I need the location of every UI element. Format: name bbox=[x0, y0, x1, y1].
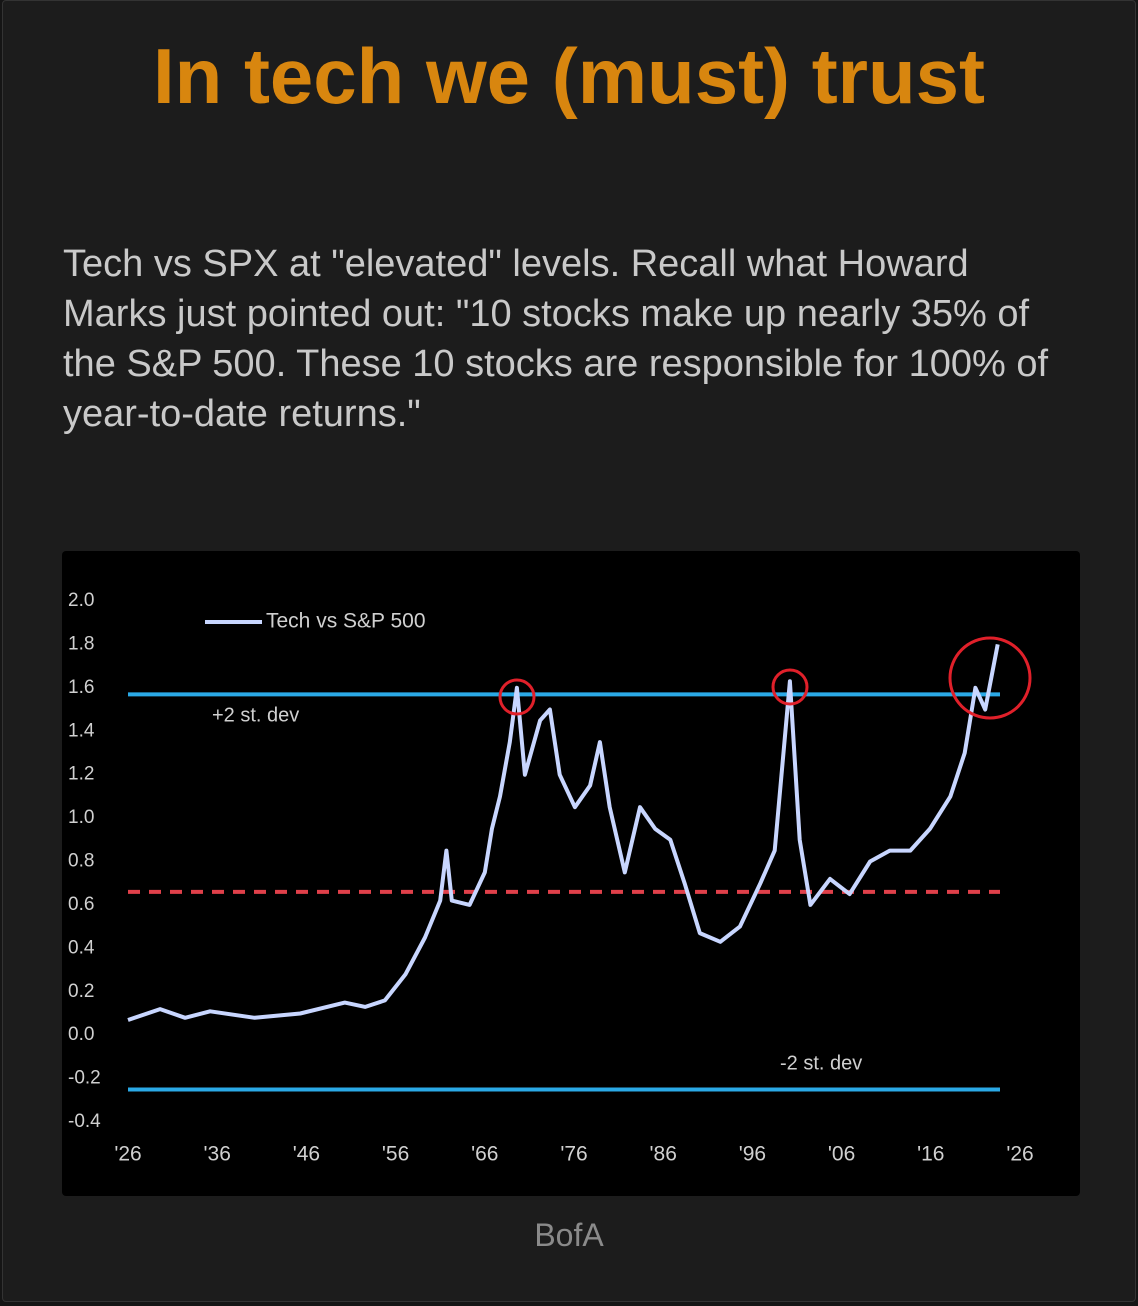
x-tick-label: '86 bbox=[650, 1143, 677, 1166]
x-tick-label: '66 bbox=[471, 1143, 498, 1166]
y-tick-label: 1.4 bbox=[68, 720, 95, 741]
reference-label: +2 st. dev bbox=[212, 705, 299, 727]
y-tick-label: 1.8 bbox=[68, 633, 94, 654]
x-tick-label: '16 bbox=[917, 1143, 944, 1166]
y-tick-label: 0.0 bbox=[68, 1024, 94, 1045]
y-tick-label: -0.2 bbox=[68, 1068, 101, 1089]
post-title: In tech we (must) trust bbox=[152, 32, 986, 120]
y-tick-label: 0.2 bbox=[68, 981, 94, 1002]
x-tick-label: '46 bbox=[293, 1143, 320, 1166]
source: BofA bbox=[534, 1217, 604, 1253]
y-tick-label: -0.4 bbox=[68, 1111, 101, 1132]
x-tick-label: '26 bbox=[1006, 1143, 1033, 1166]
x-tick-label: '76 bbox=[560, 1143, 587, 1166]
y-tick-label: 1.2 bbox=[68, 764, 94, 785]
y-tick-label: 0.6 bbox=[68, 894, 94, 915]
series-line bbox=[127, 644, 1000, 1022]
y-tick-label: 1.0 bbox=[68, 807, 94, 828]
highlight-circle bbox=[498, 678, 536, 716]
x-tick-label: '96 bbox=[739, 1143, 766, 1166]
chart-background bbox=[62, 551, 1080, 1196]
highlight-circle bbox=[948, 636, 1032, 720]
y-tick-label: 0.8 bbox=[68, 851, 94, 872]
x-tick-label: '36 bbox=[204, 1143, 231, 1166]
y-tick-label: 2.0 bbox=[68, 590, 94, 611]
x-tick-label: '06 bbox=[828, 1143, 855, 1166]
post-body: Tech vs SPX at "elevated" levels. Recall… bbox=[63, 243, 1049, 435]
highlight-circle bbox=[771, 668, 809, 706]
x-tick-label: '56 bbox=[382, 1143, 409, 1166]
reference-label: -2 st. dev bbox=[780, 1053, 862, 1075]
legend-label: Tech vs S&P 500 bbox=[266, 610, 426, 633]
y-tick-label: 1.6 bbox=[68, 677, 94, 698]
x-tick-label: '26 bbox=[114, 1143, 141, 1166]
y-tick-label: 0.4 bbox=[68, 937, 95, 958]
